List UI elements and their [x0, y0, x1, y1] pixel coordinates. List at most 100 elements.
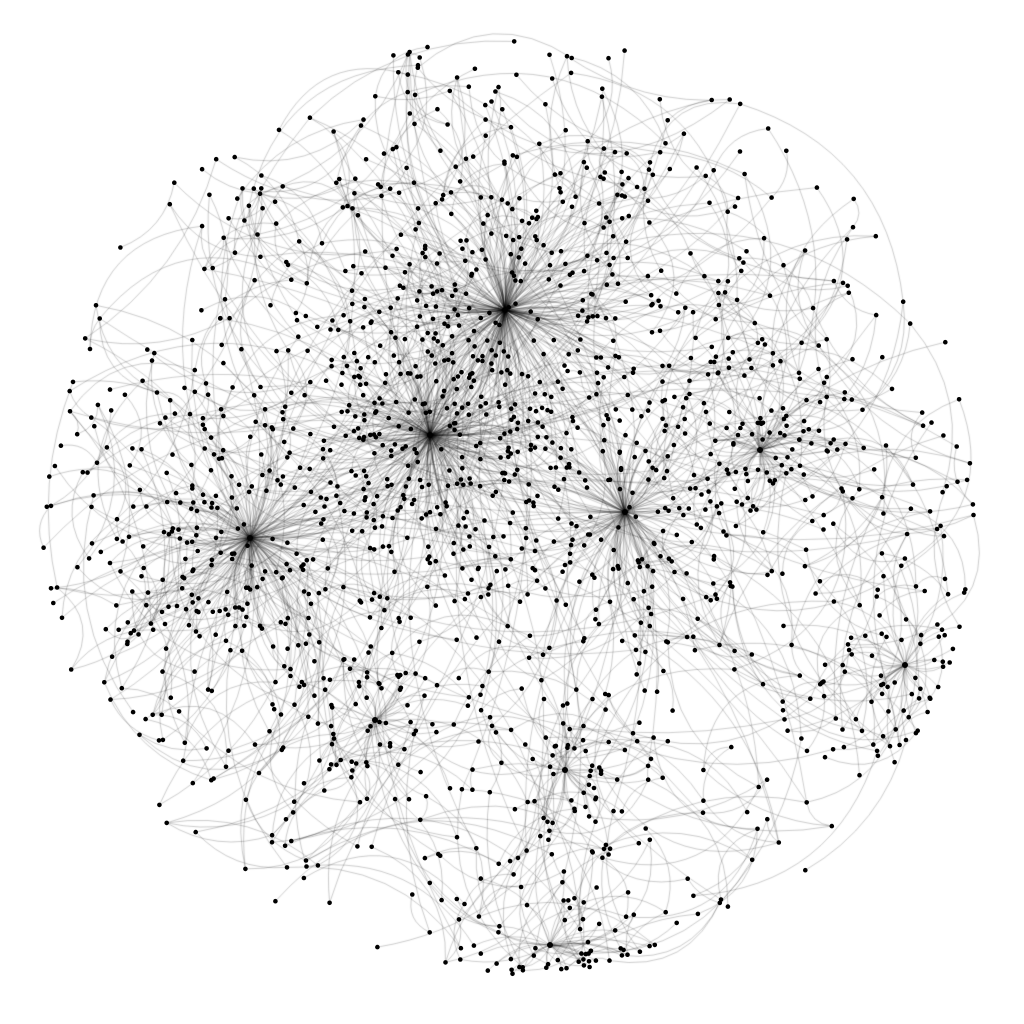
- network-node: [483, 401, 489, 406]
- network-node: [398, 504, 403, 510]
- network-node: [625, 952, 630, 957]
- network-node: [600, 86, 605, 91]
- network-node: [586, 315, 591, 320]
- network-node: [916, 696, 922, 701]
- network-node: [486, 669, 492, 674]
- network-node: [892, 680, 897, 685]
- network-node: [476, 739, 481, 744]
- network-node: [430, 722, 435, 727]
- network-node: [341, 354, 347, 360]
- network-node: [772, 478, 778, 483]
- network-node: [125, 620, 131, 625]
- network-node: [784, 413, 789, 419]
- network-node: [943, 339, 948, 345]
- network-node: [877, 613, 882, 618]
- network-node: [638, 620, 644, 625]
- network-node: [463, 291, 469, 297]
- network-node: [677, 505, 682, 511]
- network-node: [48, 503, 54, 509]
- network-node: [363, 157, 369, 162]
- network-node: [593, 617, 598, 622]
- network-node: [670, 495, 676, 501]
- network-node: [869, 653, 875, 658]
- network-node: [303, 641, 309, 646]
- network-node: [191, 500, 196, 505]
- network-node: [681, 131, 687, 136]
- network-node: [190, 337, 195, 343]
- network-node: [737, 101, 743, 107]
- network-node: [487, 789, 493, 795]
- network-node: [642, 186, 647, 191]
- network-node: [491, 534, 496, 540]
- network-node: [562, 562, 568, 568]
- network-node: [559, 966, 564, 972]
- network-node: [474, 267, 479, 272]
- network-node: [255, 232, 260, 237]
- network-node: [289, 390, 294, 396]
- network-node: [360, 392, 366, 398]
- network-node: [163, 415, 168, 420]
- network-node: [586, 782, 592, 788]
- network-node: [560, 386, 565, 392]
- network-node: [470, 154, 476, 159]
- network-node: [397, 619, 402, 625]
- network-node: [167, 201, 173, 207]
- network-node: [75, 564, 80, 570]
- network-node: [944, 483, 949, 489]
- network-node: [321, 517, 326, 522]
- network-node: [632, 633, 638, 638]
- network-node: [98, 549, 104, 555]
- network-node: [307, 632, 312, 637]
- network-node: [393, 335, 398, 341]
- network-node: [408, 719, 413, 725]
- network-node: [239, 346, 244, 352]
- network-node: [556, 487, 561, 493]
- network-node: [487, 715, 493, 720]
- network-node: [429, 353, 435, 358]
- network-node: [497, 436, 503, 441]
- network-node: [462, 901, 467, 907]
- network-node: [219, 342, 224, 348]
- network-node: [478, 456, 483, 462]
- network-node: [402, 496, 407, 502]
- network-node: [396, 615, 402, 621]
- network-node: [306, 591, 312, 597]
- network-node: [223, 764, 229, 770]
- network-node: [586, 395, 592, 400]
- network-node: [544, 435, 549, 440]
- network-node: [285, 455, 290, 460]
- network-node: [413, 364, 418, 369]
- network-node: [380, 442, 386, 448]
- network-node: [880, 354, 885, 360]
- network-node: [607, 599, 613, 605]
- network-node: [361, 486, 366, 492]
- network-node: [454, 386, 460, 392]
- network-node: [422, 855, 428, 861]
- network-node: [395, 508, 401, 513]
- network-node: [222, 297, 228, 302]
- network-node: [780, 406, 786, 411]
- network-node: [769, 568, 775, 574]
- network-node: [365, 763, 370, 769]
- network-node: [796, 370, 802, 376]
- network-node: [363, 381, 369, 387]
- network-node: [643, 649, 648, 655]
- network-node: [537, 379, 543, 385]
- network-node: [835, 447, 840, 452]
- network-node: [582, 220, 587, 226]
- network-node: [656, 298, 661, 304]
- network-node: [282, 664, 287, 669]
- network-node: [463, 524, 468, 529]
- network-node: [483, 102, 488, 108]
- network-node: [562, 917, 568, 923]
- network-node: [607, 958, 612, 963]
- network-node: [581, 957, 586, 962]
- network-node: [539, 405, 545, 411]
- network-node: [660, 528, 666, 534]
- network-node: [645, 563, 650, 569]
- network-node: [708, 598, 713, 603]
- network-node: [447, 88, 453, 94]
- network-node: [657, 328, 663, 334]
- network-node: [558, 171, 563, 176]
